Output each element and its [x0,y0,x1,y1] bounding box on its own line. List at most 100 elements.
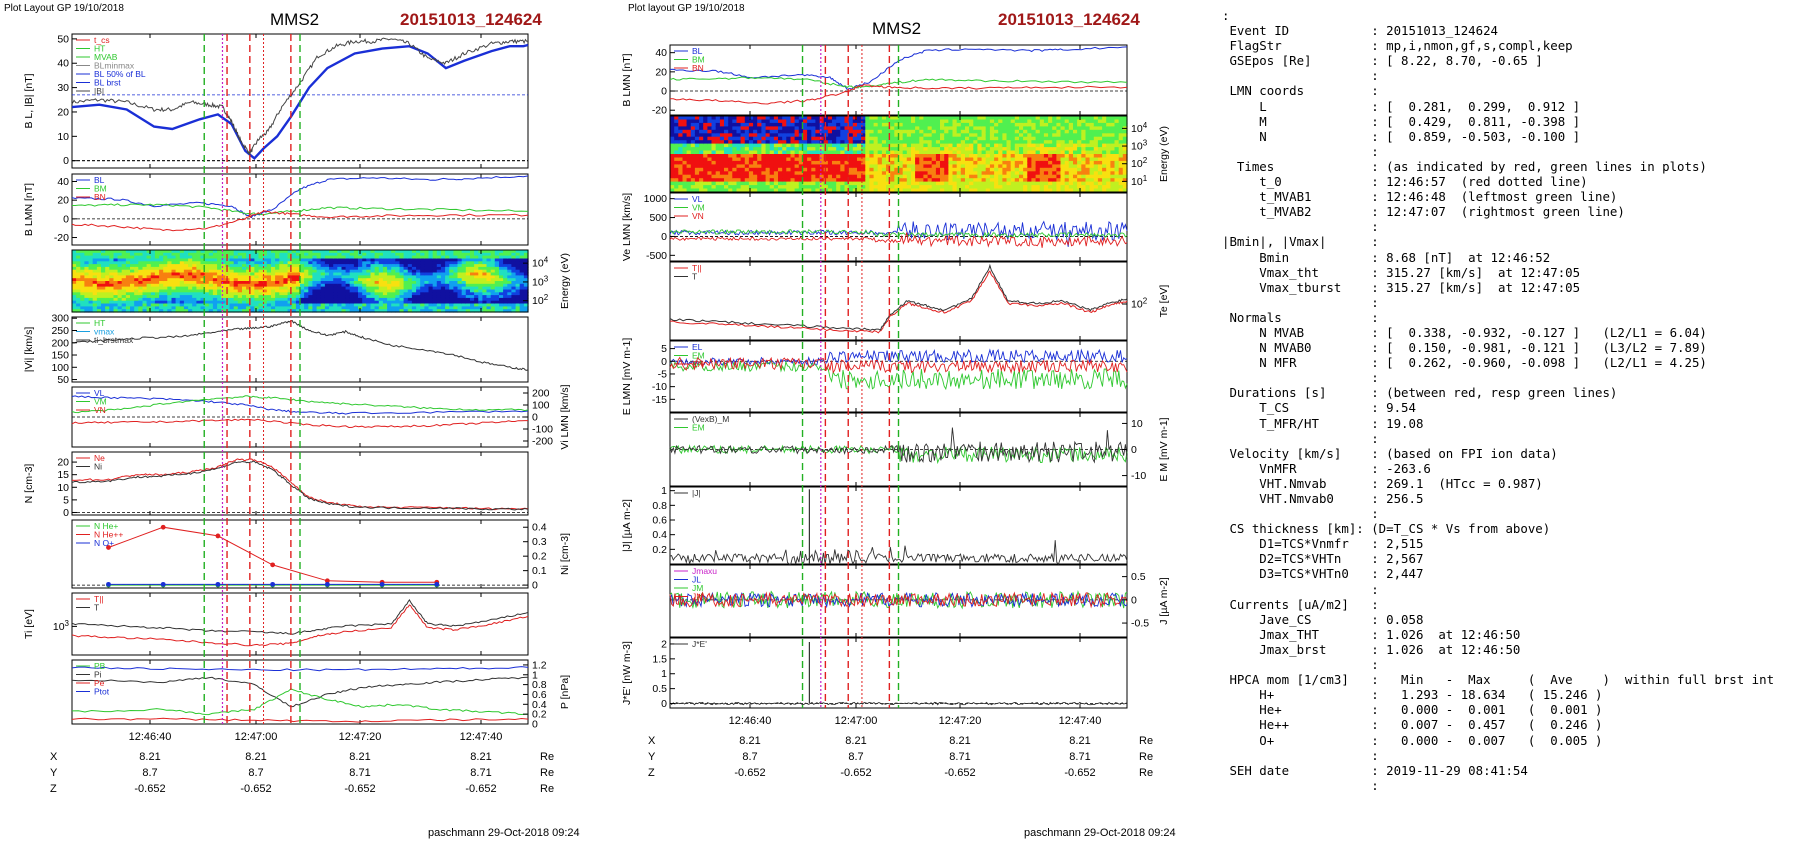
spectrogram-cell [258,266,264,271]
spectrogram-cell [188,275,193,279]
spectrogram-cell [101,258,106,262]
spectrogram-cell [250,275,255,279]
spectrogram-cell [736,185,742,190]
spectrogram-cell [242,289,247,293]
spectrogram-cell [848,150,854,155]
spectrogram-cell [965,119,970,124]
spectrogram-cell [894,136,900,141]
spectrogram-cell [898,116,904,121]
spectrogram-cell [329,297,334,302]
spectrogram-cell [1056,119,1062,124]
spectrogram-cell [861,160,866,165]
spectrogram-cell [969,157,974,162]
spectrogram-cell [428,278,434,282]
spectrogram-cell [150,306,156,310]
spectrogram-cell [865,185,871,190]
spectrogram-cell [852,164,858,169]
spectrogram-cell [960,143,966,148]
spectrogram-cell [486,258,492,262]
spectrogram-cell [291,286,297,290]
spectrogram-cell [192,258,197,262]
spectrogram-cell [906,188,912,193]
spectrogram-cell [254,281,260,285]
spectrogram-cell [378,278,384,282]
spectrogram-cell [1043,167,1049,172]
spectrogram-cell [911,167,916,172]
spectrogram-cell [96,289,102,293]
spectrogram-cell [1097,119,1103,124]
spectrogram-cell [719,136,725,141]
spectrogram-cell [275,250,280,254]
spectrogram-cell [811,160,817,165]
spectrogram-cell [440,272,446,276]
spectrogram-cell [308,269,313,274]
spectrogram-cell [84,281,90,285]
spectrogram-cell [981,188,987,193]
spectrogram-cell [494,286,500,290]
spectrogram-cell [250,303,255,307]
spectrogram-cell [287,272,293,276]
spectrogram-cell [886,133,891,138]
spectrogram-cell [682,116,688,121]
spectrogram-cell [848,140,854,145]
spectrogram-cell [807,157,812,162]
spectrogram-cell [217,283,222,288]
spectrogram-cell [499,283,504,288]
spectrogram-cell [229,289,235,293]
spectrogram-cell [1027,140,1033,145]
spectrogram-cell [188,300,193,305]
spectrogram-cell [474,264,479,268]
spectrogram-cell [403,264,409,268]
spectrogram-cell [1085,122,1091,127]
spectrogram-cell [919,164,925,169]
spectrogram-cell [765,154,771,159]
spectrogram-cell [515,281,521,285]
spectrogram-cell [915,164,920,169]
spectrogram-cell [420,264,425,268]
spectrogram-cell [969,185,974,190]
spectrogram-cell [1089,160,1095,165]
spectrogram-cell [944,154,949,159]
spectrogram-cell [233,275,239,279]
spectrogram-cell [694,185,700,190]
spectrogram-cell [362,295,367,299]
spectrogram-cell [1019,157,1024,162]
spectrogram-cell [470,297,475,302]
spectrogram-cell [200,278,206,282]
spectrogram-cell [1048,171,1053,176]
spectrogram-cell [994,157,999,162]
spectrogram-cell [927,119,933,124]
spectrogram-cell [715,178,721,183]
spectrogram-cell [699,167,704,172]
spectrogram-cell [233,272,239,276]
spectrogram-cell [523,292,529,296]
spectrogram-cell [782,181,787,186]
spectrogram-cell [374,297,380,302]
spectrogram-cell [682,119,688,124]
spectrogram-cell [449,266,454,271]
spectrogram-cell [1093,157,1099,162]
series-ni [71,460,529,511]
spectrogram-cell [911,116,916,121]
spectrogram-cell [308,295,313,299]
spectrogram-cell [208,295,214,299]
spectrogram-cell [790,160,796,165]
spectrogram-cell [374,300,380,305]
legend-entry: BL [94,175,105,185]
spectrogram-cell [1035,143,1041,148]
spectrogram-cell [1097,181,1103,186]
spectrogram-cell [778,185,783,190]
spectrogram-cell [150,266,156,271]
spectrogram-cell [886,147,891,152]
spectrogram-cell [798,167,804,172]
spectrogram-cell [890,160,895,165]
spectrogram-cell [1039,188,1045,193]
spectrogram-cell [674,185,679,190]
spectrogram-cell [208,266,214,271]
y-tick-label: 150 [51,350,69,362]
spectrogram-cell [105,309,110,313]
spectrogram-cell [370,278,376,282]
spectrogram-cell [324,306,330,310]
spectrogram-cell [965,188,970,193]
spectrogram-cell [935,150,941,155]
